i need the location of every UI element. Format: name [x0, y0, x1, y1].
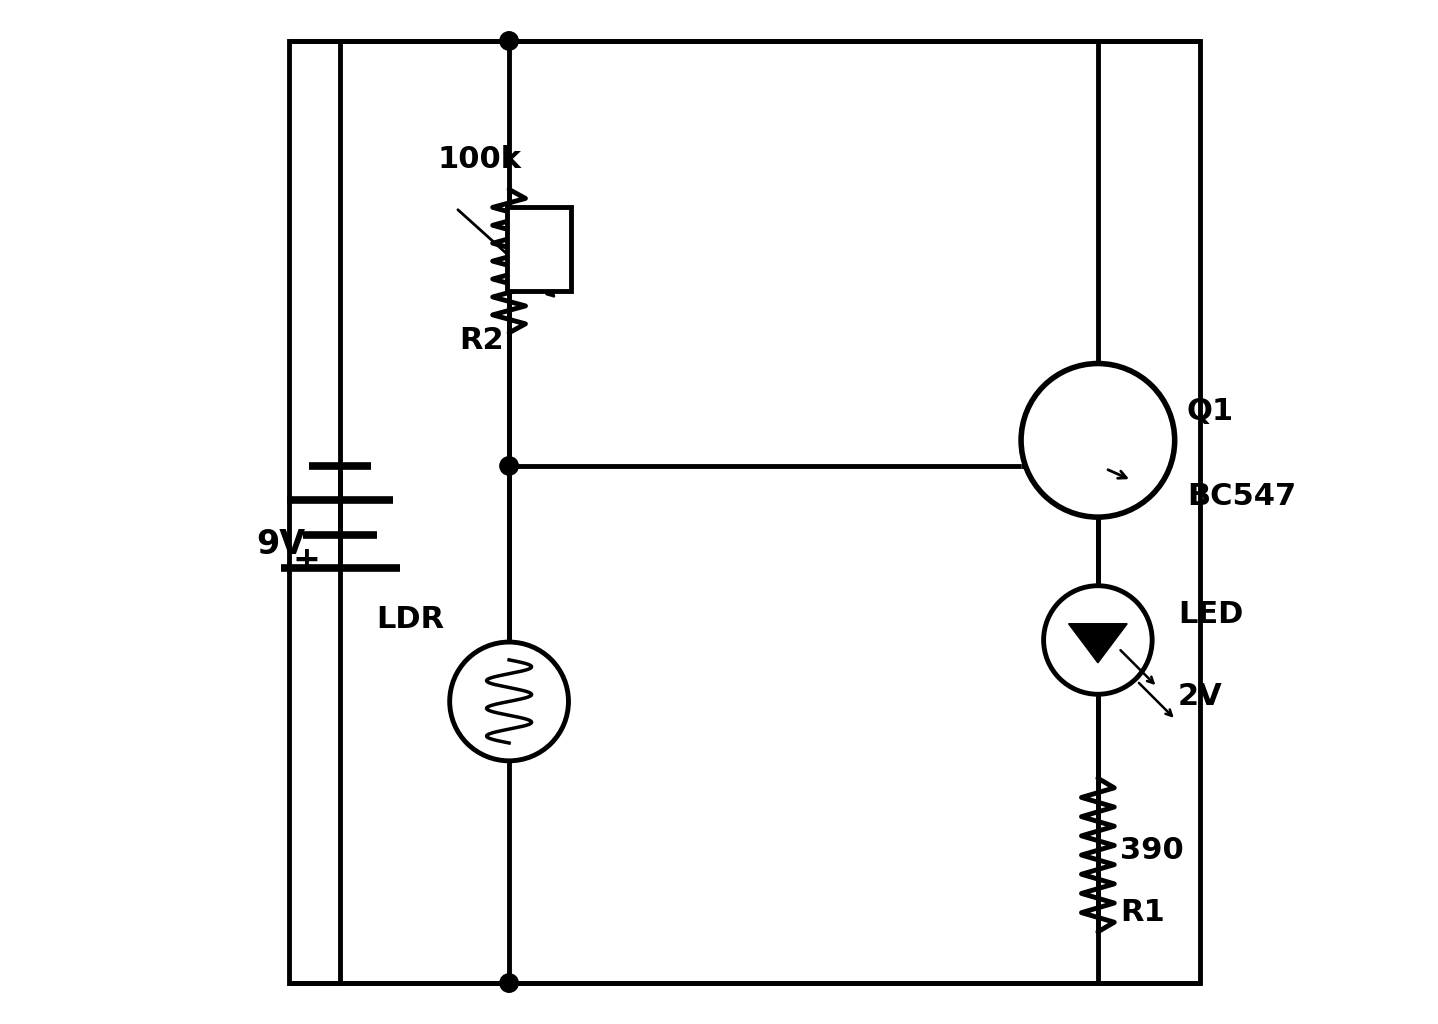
Circle shape [1044, 586, 1152, 694]
Text: R1: R1 [1120, 898, 1165, 927]
Text: LDR: LDR [377, 605, 444, 634]
Bar [289, 41, 1201, 983]
Polygon shape [1068, 624, 1127, 663]
Text: 390: 390 [1120, 837, 1183, 865]
Text: R2: R2 [459, 327, 503, 355]
Circle shape [500, 32, 518, 50]
Circle shape [450, 642, 568, 761]
Text: 9V: 9V [256, 528, 305, 561]
Circle shape [500, 974, 518, 992]
Text: BC547: BC547 [1186, 482, 1296, 511]
Circle shape [1021, 364, 1175, 517]
Text: Q1: Q1 [1186, 397, 1234, 426]
Text: 2V: 2V [1178, 682, 1222, 711]
Text: +: + [292, 544, 321, 577]
Bar [508, 207, 571, 291]
Text: 100k: 100k [437, 145, 522, 174]
Text: LED: LED [1178, 600, 1242, 629]
Circle shape [500, 457, 518, 475]
